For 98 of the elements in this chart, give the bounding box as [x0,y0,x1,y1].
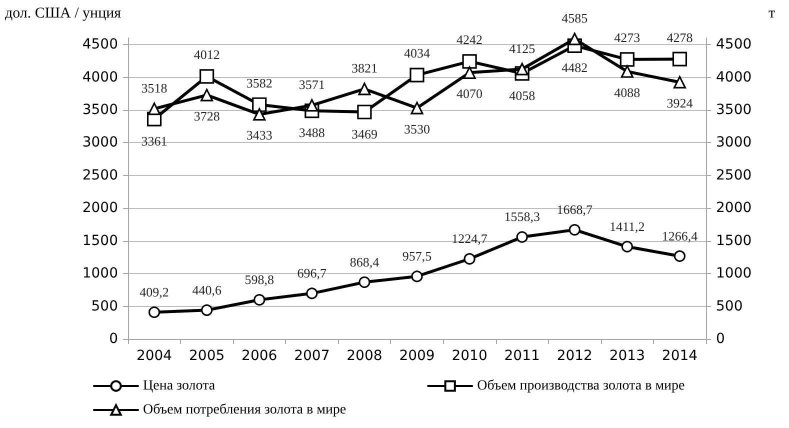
data-label: 3924 [666,96,694,111]
point [410,102,424,114]
data-label: 4070 [456,86,483,101]
x-tick-label: 2014 [662,348,698,364]
x-tick-label: 2008 [346,348,382,364]
x-tick-label: 2006 [242,348,278,364]
y2-tick-label: 2000 [716,200,752,216]
x-tick-label: 2013 [609,348,645,364]
y2-tick-label: 1500 [716,232,752,249]
point [673,76,686,89]
data-label: 409,2 [140,284,169,300]
y2-tick-label: 3500 [716,102,752,118]
x-tick-label: 2012 [556,348,592,364]
point [358,276,370,288]
legend-label: Объем производства золота в мире [477,378,685,394]
x-tick-label: 2007 [294,348,330,364]
y2-tick-label: 1000 [716,266,752,282]
data-label: 4012 [194,47,220,62]
point [358,82,371,96]
x-tick-label: 2004 [136,348,172,364]
y-axis-title: дол. США / унция [5,6,122,22]
y-tick-label: 2000 [82,200,118,216]
y2-tick-label: 4500 [716,36,752,53]
x-tick-label: 2011 [504,348,540,364]
data-label: 4482 [562,60,588,76]
point [516,62,528,76]
data-label: 3728 [194,108,220,124]
x-tick-label: 2005 [189,348,225,364]
y2-tick-label: 500 [716,298,743,314]
point [621,240,633,252]
y-tick-label: 1500 [82,232,118,249]
point [464,253,476,265]
point [148,102,161,116]
x-tick-label: 2009 [399,348,435,364]
data-label: 1266,4 [662,228,698,244]
y-tick-label: 4000 [82,69,118,86]
data-label: 3469 [351,126,378,142]
point [568,224,580,236]
point [620,65,634,78]
y-tick-label: 500 [91,298,118,314]
point [252,97,267,112]
point [148,306,160,318]
y-tick-label: 0 [109,331,118,347]
data-label: 957,5 [402,248,432,264]
x-tick-label: 2010 [452,348,488,364]
y-tick-label: 3500 [82,102,118,118]
point [410,68,424,82]
data-label: 3433 [246,128,272,143]
point [411,270,423,282]
data-label: 4058 [509,88,536,103]
point [357,104,372,120]
point [672,52,688,66]
y2-tick-label: 0 [716,331,725,347]
point [674,250,686,262]
y-tick-label: 2500 [82,167,118,184]
y2-axis-title: т [768,6,776,22]
data-label: 440,6 [192,282,222,298]
data-label: 598,8 [244,272,274,288]
point [306,99,318,112]
y-tick-label: 4500 [82,36,118,53]
legend-label: Объем потребления золота в мире [143,402,346,418]
data-label: 4242 [456,32,483,48]
point [200,88,214,102]
data-label: 3361 [141,133,168,148]
legend-label: Цена золота [143,378,216,394]
data-label: 868,4 [350,254,380,270]
y2-tick-label: 4000 [716,69,752,86]
data-label: 3571 [298,77,325,92]
y-tick-label: 3000 [82,134,118,151]
data-label: 3821 [351,60,378,76]
point [516,231,528,243]
y-tick-label: 1000 [82,266,118,282]
point [201,304,213,316]
data-label: 4034 [404,46,430,61]
y2-tick-label: 2500 [716,167,752,184]
data-label: 4585 [562,10,588,26]
point [200,69,214,84]
y2-tick-label: 3000 [716,134,752,151]
point [306,288,318,300]
data-label: 696,7 [297,266,328,281]
data-label: 1224,7 [452,231,488,246]
point [254,294,266,306]
point [462,54,477,69]
data-label: 3488 [298,125,325,140]
data-label: 3518 [141,80,168,96]
point [463,66,476,79]
data-label: 4088 [614,84,640,100]
point [568,32,581,46]
data-label: 3530 [404,121,430,136]
point [253,108,266,121]
data-label: 3582 [246,75,272,90]
data-label: 4125 [509,40,536,56]
data-label: 1558,3 [504,209,540,224]
data-label: 4278 [666,30,693,45]
data-label: 4273 [614,30,640,46]
data-label: 1668,7 [556,202,594,218]
data-label: 1411,2 [610,218,645,234]
point [620,52,634,67]
